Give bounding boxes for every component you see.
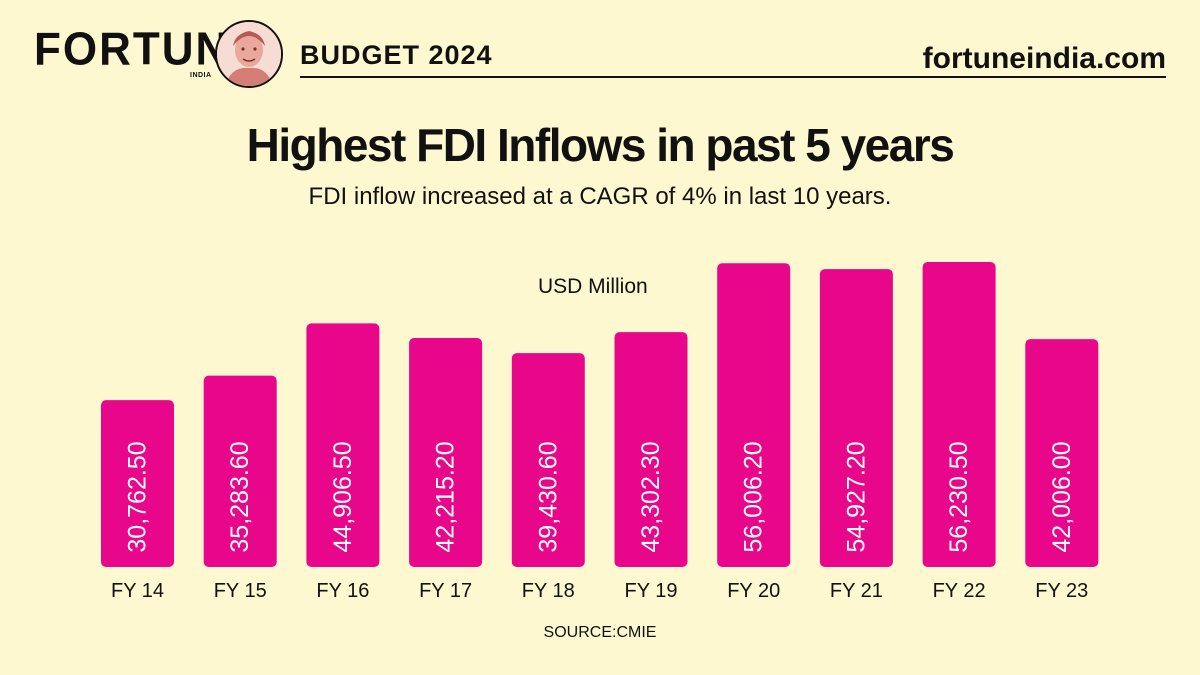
x-tick-label: FY 22 (933, 580, 986, 602)
bar-value-label: 42,006.00 (1048, 441, 1076, 552)
bar-value-label: 44,906.50 (329, 441, 357, 552)
bar-fy-18 (511, 353, 585, 567)
bar-fy-16 (306, 323, 380, 567)
bar-fy-15 (203, 375, 277, 567)
y-unit-label: USD Million (538, 275, 648, 298)
bar-value-label: 43,302.30 (637, 441, 665, 552)
bar-value-label: 42,215.20 (432, 441, 460, 552)
x-tick-label: FY 17 (419, 580, 472, 602)
x-tick-label: FY 14 (111, 580, 164, 602)
source-note: SOURCE:CMIE (543, 624, 657, 641)
chart-title: Highest FDI Inflows in past 5 years (246, 119, 955, 171)
bar-fy-17 (409, 338, 483, 567)
bar-fy-20 (717, 263, 791, 567)
header: FORTUNE INDIA BUDGET 2024 fortuneindia.c… (0, 0, 1200, 100)
x-tick-label: FY 16 (316, 580, 369, 602)
bar-fy-21 (819, 269, 893, 567)
bar-value-label: 56,006.20 (740, 441, 768, 552)
x-tick-label: FY 20 (727, 580, 780, 602)
logo-subtitle: INDIA (190, 72, 212, 79)
bar-value-label: 39,430.60 (534, 441, 562, 552)
portrait-icon (217, 22, 281, 86)
bar-value-label: 56,230.50 (945, 441, 973, 552)
bar-fy-22 (922, 262, 996, 567)
budget-label: BUDGET 2024 (300, 40, 493, 70)
bar-fy-14 (101, 400, 174, 567)
bar-fy-19 (614, 332, 688, 567)
x-tick-label: FY 21 (830, 580, 883, 602)
bar-value-label: 30,762.50 (124, 441, 152, 552)
x-tick-label: FY 18 (522, 580, 575, 602)
portrait-image (215, 20, 283, 88)
x-tick-label: FY 15 (214, 580, 267, 602)
chart-subtitle: FDI inflow increased at a CAGR of 4% in … (308, 183, 892, 210)
bar-fy-23 (1025, 339, 1099, 567)
header-divider (300, 76, 1166, 78)
bar-value-label: 54,927.20 (842, 441, 870, 552)
bar-value-label: 35,283.60 (226, 441, 254, 552)
x-tick-label: FY 19 (625, 580, 678, 602)
x-tick-label: FY 23 (1035, 580, 1088, 602)
site-link[interactable]: fortuneindia.com (922, 42, 1166, 75)
